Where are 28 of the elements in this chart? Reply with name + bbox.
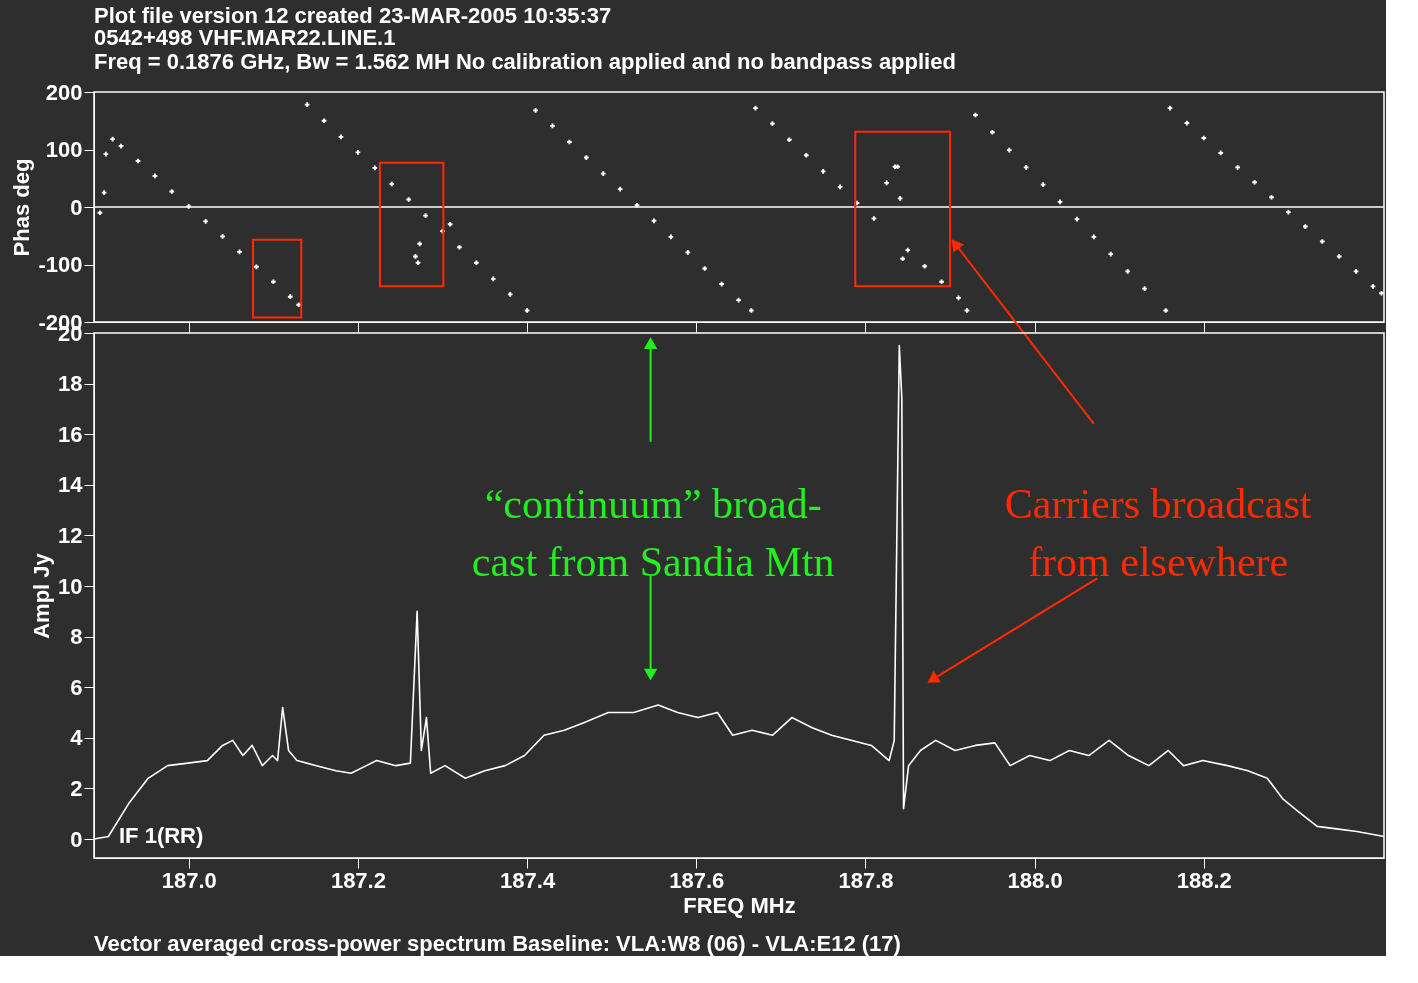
- y-tick-label: 100: [45, 137, 83, 162]
- y-tick-label: 16: [58, 421, 83, 447]
- y-tick-label: 0: [70, 826, 83, 852]
- y-tick-label: 14: [58, 472, 84, 498]
- annotation: “continuum” broad- cast from Sandia Mtn: [471, 481, 835, 586]
- x-tick-label: 187.0: [161, 867, 217, 893]
- text: Vector averaged cross-power spectrum Baseline: VLA:W8 (06) - VLA:E12 (17): [94, 931, 901, 956]
- y-tick-label: 0: [70, 194, 83, 220]
- x-tick-label: 188.0: [1007, 867, 1063, 893]
- x-tick-label: 187.6: [669, 867, 725, 893]
- y-tick-label: 8: [70, 624, 83, 650]
- x-tick-label: 187.4: [500, 867, 556, 893]
- x-tick-label: 188.2: [1176, 867, 1232, 893]
- y-axis-title: Ampl Jy: [29, 552, 55, 639]
- y-tick-label: 10: [58, 573, 83, 599]
- x-tick-label: 187.8: [838, 867, 894, 893]
- y-tick-label: 12: [58, 522, 83, 548]
- y-tick-label: 200: [45, 79, 83, 105]
- y-axis-title: Phas deg: [9, 158, 35, 257]
- y-tick-label: 4: [70, 725, 84, 751]
- y-tick-label: 6: [70, 674, 83, 700]
- x-tick-label: 187.2: [330, 867, 386, 893]
- y-tick-label: 2: [70, 775, 83, 801]
- x-axis-title: FREQ MHz: [683, 892, 796, 918]
- y-tick-label: 18: [58, 371, 83, 397]
- annotation: Carriers broadcast from elsewhere: [1004, 481, 1312, 586]
- y-tick-label: -100: [38, 252, 83, 277]
- annotation: IF 1(RR): [119, 823, 204, 848]
